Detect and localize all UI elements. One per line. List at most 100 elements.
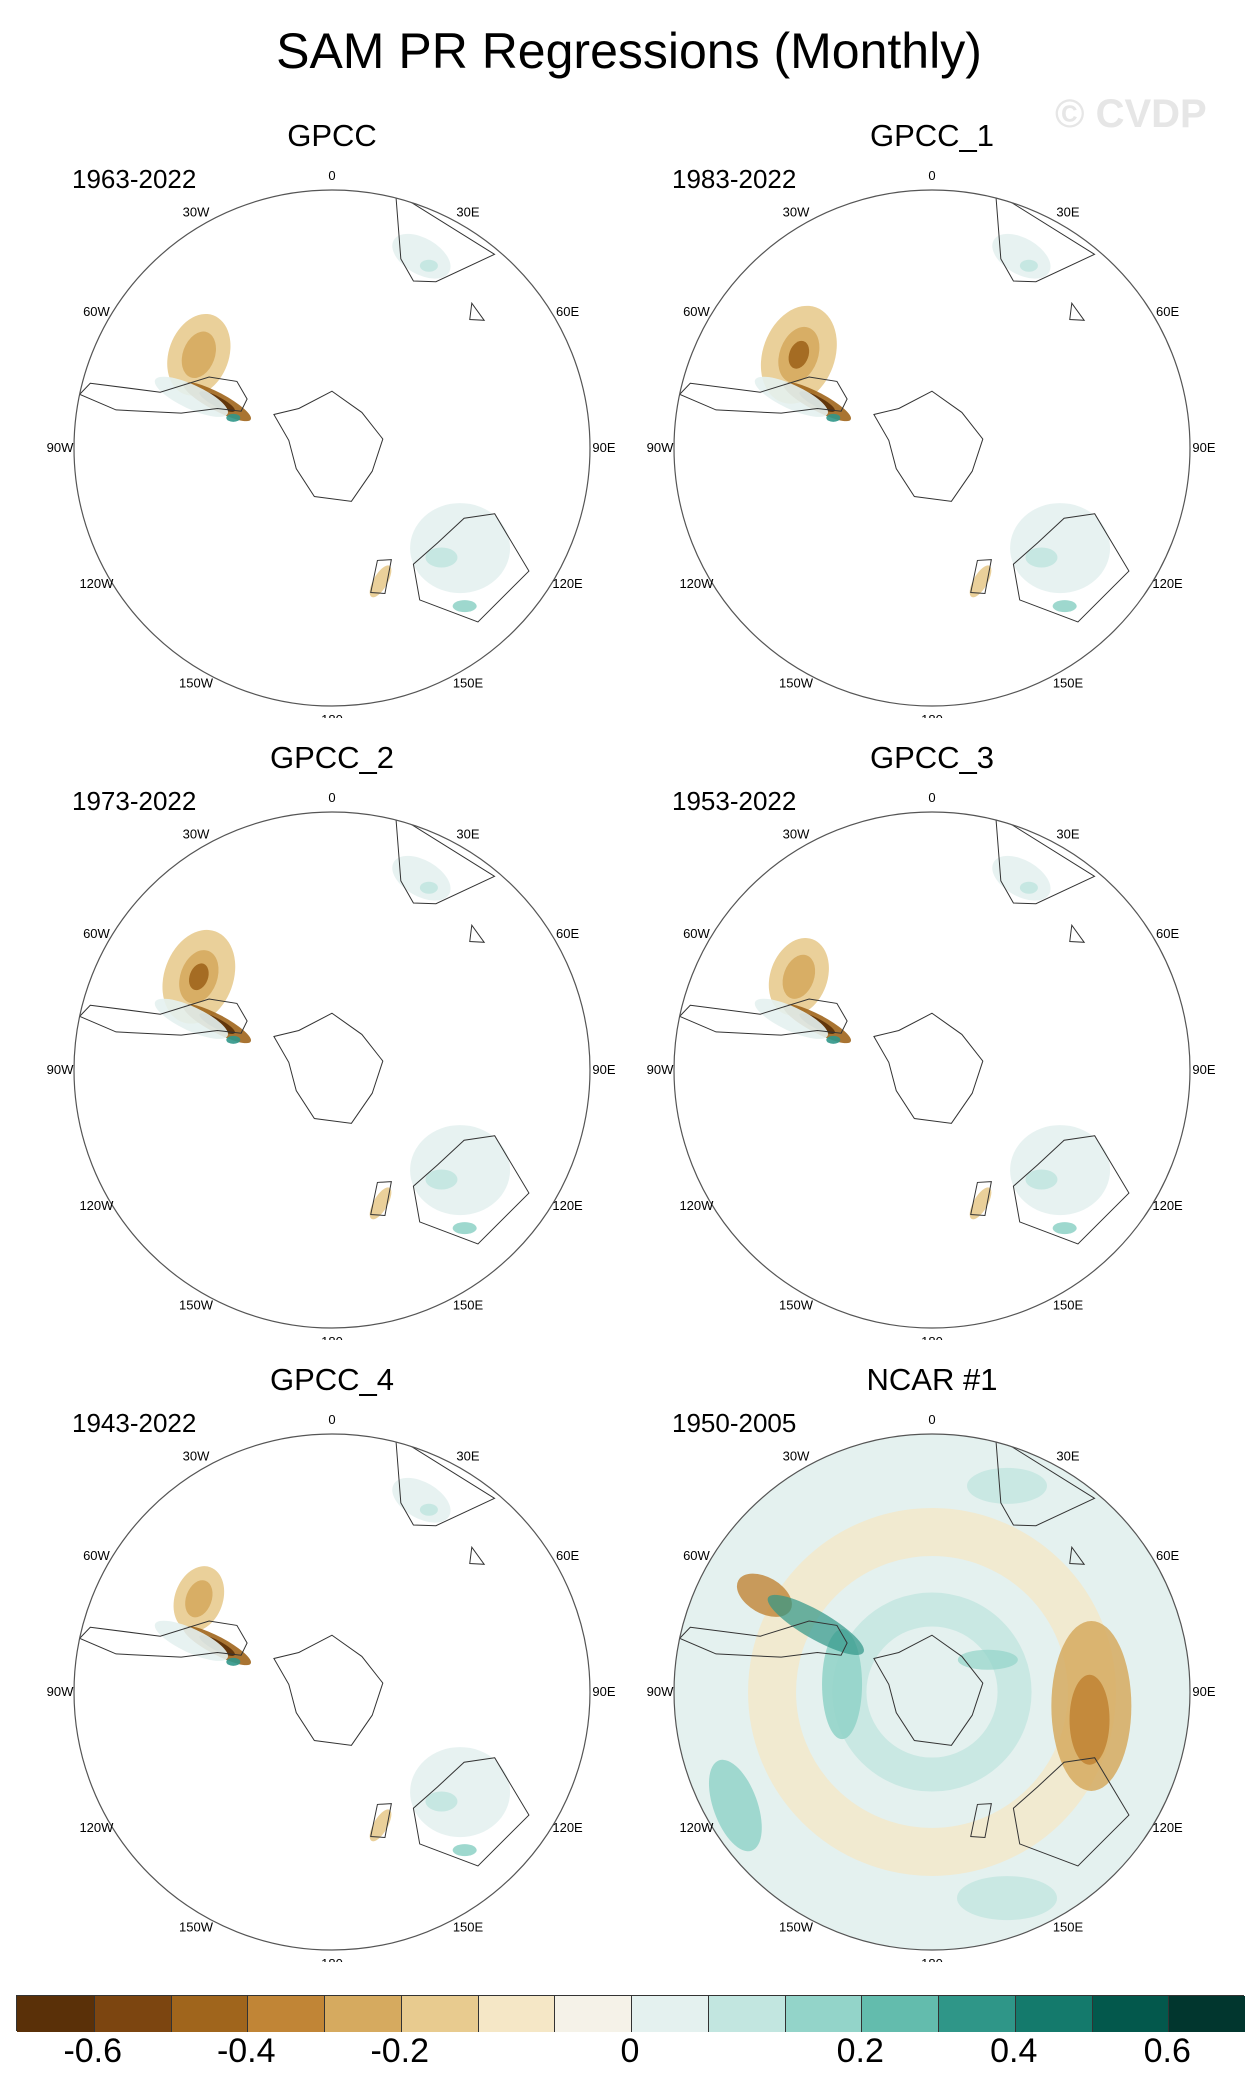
colorbar-tick-label: -0.4: [216, 2032, 276, 2070]
wet-anomaly: [226, 1035, 241, 1044]
wet-anomaly: [226, 1657, 241, 1666]
wet-anomaly: [452, 1844, 477, 1857]
africa-coast: [395, 191, 496, 283]
longitude-label: 60E: [1156, 926, 1179, 941]
south-america-coast: [78, 998, 248, 1036]
wet-anomaly: [154, 998, 228, 1039]
wet-anomaly: [1010, 503, 1111, 594]
new-zealand-coast: [970, 1181, 992, 1216]
period-label: 1950-2005: [672, 1408, 797, 1438]
africa-coast: [395, 813, 496, 905]
dry-anomaly: [181, 331, 216, 378]
map-panel: GPCC_1 0 30E 60E 90E 120E 150E 180 150W 120W 90W 60…: [632, 118, 1232, 718]
longitude-label: 30E: [456, 826, 479, 841]
colorbar-swatch: [93, 1996, 171, 2032]
longitude-label: 150W: [779, 676, 814, 691]
antarctica-coast: [873, 390, 984, 502]
longitude-label: 0: [928, 790, 935, 805]
wet-anomaly: [754, 998, 828, 1039]
wet-anomaly: [826, 1035, 841, 1044]
longitude-label: 180: [921, 712, 943, 718]
longitude-label: 60E: [1156, 304, 1179, 319]
colorbar-swatch: [938, 1996, 1015, 2032]
longitude-label: 150E: [453, 1298, 484, 1313]
map-background: [674, 812, 1190, 1328]
colorbar-swatch: [631, 1996, 708, 2032]
longitude-label: 60W: [83, 1548, 110, 1563]
dry-anomaly: [969, 565, 992, 598]
antarctica-coast: [873, 1634, 984, 1746]
longitude-label: 150E: [1053, 1298, 1084, 1313]
antarctica-coast: [873, 1012, 984, 1124]
longitude-label: 150W: [179, 1298, 214, 1313]
period-label: 1983-2022: [672, 164, 797, 194]
colorbar-swatch: [324, 1996, 401, 2032]
longitude-label: 150E: [1053, 1920, 1084, 1935]
wet-anomaly: [419, 881, 438, 894]
longitude-label: 30E: [1056, 204, 1079, 219]
wet-anomaly: [1010, 1125, 1111, 1216]
colorbar-swatch: [1014, 1996, 1092, 2032]
wet-anomaly: [1052, 600, 1077, 613]
africa-coast: [995, 1435, 1096, 1527]
longitude-label: 60W: [683, 304, 710, 319]
colorbar-tick-label: 0.6: [1143, 2032, 1191, 2070]
wet-anomaly: [425, 1169, 458, 1190]
dry-anomaly: [1069, 1674, 1110, 1765]
longitude-label: 0: [328, 1412, 335, 1427]
wet-anomaly: [967, 1467, 1048, 1504]
wet-anomaly: [419, 259, 438, 272]
madagascar-coast: [1069, 1545, 1086, 1565]
longitude-label: 120W: [79, 576, 114, 591]
wet-anomaly: [425, 1791, 458, 1812]
wet-anomaly: [410, 503, 511, 594]
australia-coast: [1012, 1757, 1130, 1867]
wet-anomaly: [822, 1629, 863, 1740]
polar-map: 0 30E 60E 90E 120E 150E 180 150W 120W 90W 60W 30W: [47, 168, 616, 718]
longitude-label: 0: [328, 168, 335, 183]
figure-title: SAM PR Regressions (Monthly): [276, 23, 982, 79]
africa-coast: [395, 1435, 496, 1527]
wet-anomaly: [826, 413, 841, 422]
longitude-label: 150W: [179, 1920, 214, 1935]
colorbar-swatch: [861, 1996, 938, 2032]
longitude-label: 90W: [647, 1062, 674, 1077]
longitude-label: 90E: [592, 440, 615, 455]
period-label: 1953-2022: [672, 786, 797, 816]
colorbar: [16, 1995, 1245, 2032]
colorbar-swatch: [707, 1996, 785, 2032]
longitude-label: 150E: [453, 676, 484, 691]
wet-anomaly: [154, 1620, 228, 1661]
wet-anomaly: [1025, 1169, 1058, 1190]
period-label: 1963-2022: [72, 164, 197, 194]
antarctica-coast: [273, 390, 384, 502]
south-america-coast: [78, 376, 248, 414]
longitude-label: 0: [328, 790, 335, 805]
polar-map: 0 30E 60E 90E 120E 150E 180 150W 120W 90W 60W 30W: [647, 168, 1216, 718]
colorbar-tick-label: -0.2: [370, 2032, 430, 2070]
longitude-label: 120E: [552, 1820, 583, 1835]
dry-anomaly: [767, 1594, 864, 1655]
dry-anomaly: [969, 1187, 992, 1220]
map-background: [74, 1434, 590, 1950]
map-background: [674, 190, 1190, 706]
panel-title: GPCC_2: [269, 740, 395, 775]
australia-coast: [412, 513, 530, 623]
antarctica-coast: [273, 1634, 384, 1746]
madagascar-coast: [469, 923, 486, 943]
longitude-label: 180: [921, 1334, 943, 1340]
longitude-label: 180: [321, 1334, 343, 1340]
longitude-label: 30E: [1056, 1448, 1079, 1463]
south-america-coast: [678, 998, 848, 1036]
panel-title: GPCC: [287, 118, 377, 153]
polar-map: 0 30E 60E 90E 120E 150E 180 150W 120W 90W 60W 30W: [47, 1412, 616, 1962]
new-zealand-coast: [970, 1803, 992, 1838]
longitude-label: 30W: [783, 1448, 810, 1463]
longitude-label: 30W: [183, 1448, 210, 1463]
colorbar-tick-label: 0: [620, 2032, 640, 2070]
map-panel: GPCC_2 0 30E 60E 90E 120E 150E 180 150W 120W 90W 60…: [32, 740, 632, 1340]
longitude-label: 60E: [556, 926, 579, 941]
longitude-label: 150E: [1053, 676, 1084, 691]
longitude-label: 120W: [679, 1820, 714, 1835]
madagascar-coast: [1069, 301, 1086, 321]
